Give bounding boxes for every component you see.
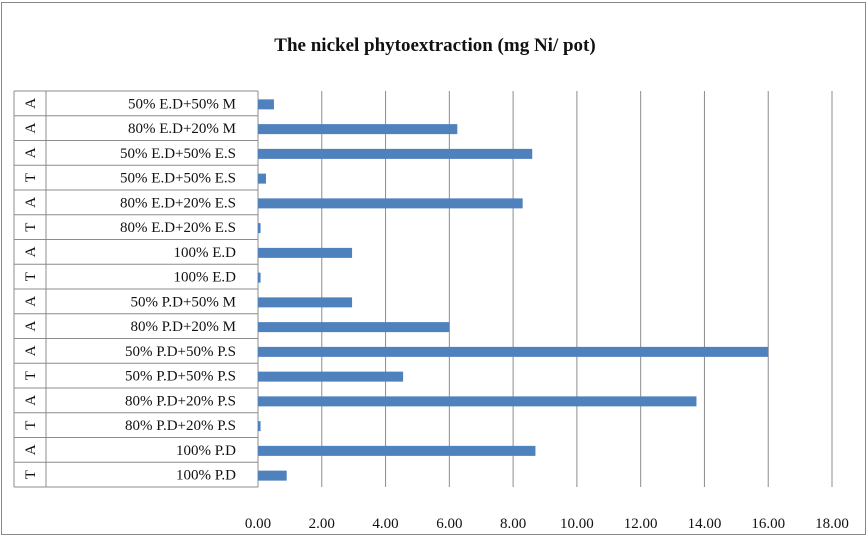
bar bbox=[258, 371, 404, 382]
category-group-label: A bbox=[23, 444, 39, 455]
category-label: 100% P.D bbox=[176, 443, 236, 459]
category-label: 80% P.D+20% P.S bbox=[125, 418, 236, 434]
category-group-label: A bbox=[23, 395, 39, 406]
chart-title: The nickel phytoextraction (mg Ni/ pot) bbox=[274, 35, 595, 56]
category-label: 80% E.D+20% M bbox=[128, 121, 236, 137]
bar bbox=[258, 346, 769, 357]
category-group-label: T bbox=[23, 173, 39, 182]
x-tick-label: 8.00 bbox=[500, 516, 526, 532]
bar bbox=[258, 148, 533, 159]
category-label: 50% E.D+50% M bbox=[128, 96, 236, 112]
category-group-label: T bbox=[23, 470, 39, 479]
x-tick-label: 12.00 bbox=[624, 516, 658, 532]
bar bbox=[258, 173, 266, 184]
category-group-label: A bbox=[23, 321, 39, 332]
category-label: 50% E.D+50% E.S bbox=[120, 171, 236, 187]
bar bbox=[258, 396, 697, 407]
category-group-label: A bbox=[23, 147, 39, 158]
category-label: 80% E.D+20% E.S bbox=[120, 220, 236, 236]
category-label: 80% P.D+20% M bbox=[130, 319, 236, 335]
x-tick-label: 10.00 bbox=[560, 516, 594, 532]
bar bbox=[258, 124, 458, 135]
bar bbox=[258, 297, 353, 308]
category-label: 50% P.D+50% P.S bbox=[125, 344, 236, 360]
category-group-label: T bbox=[23, 223, 39, 232]
category-label: 50% E.D+50% E.S bbox=[120, 146, 236, 162]
category-group-label: T bbox=[23, 272, 39, 281]
category-group-label: A bbox=[23, 197, 39, 208]
category-group-label: T bbox=[23, 421, 39, 430]
category-group-label: A bbox=[23, 123, 39, 134]
bar bbox=[258, 272, 261, 283]
x-tick-label: 18.00 bbox=[815, 516, 849, 532]
bar bbox=[258, 99, 274, 110]
bar bbox=[258, 445, 536, 456]
category-label: 80% E.D+20% E.S bbox=[120, 195, 236, 211]
x-tick-label: 16.00 bbox=[751, 516, 785, 532]
x-tick-label: 6.00 bbox=[436, 516, 462, 532]
category-label: 100% P.D bbox=[176, 468, 236, 484]
bar bbox=[258, 322, 450, 333]
category-group-label: A bbox=[23, 345, 39, 356]
category-label: 100% E.D bbox=[174, 270, 237, 286]
category-group-label: T bbox=[23, 371, 39, 380]
category-group-label: A bbox=[23, 98, 39, 109]
category-label: 50% P.D+50% M bbox=[130, 294, 236, 310]
bar bbox=[258, 421, 261, 432]
bar bbox=[258, 223, 261, 234]
x-tick-label: 0.00 bbox=[245, 516, 271, 532]
bar bbox=[258, 198, 523, 209]
x-tick-label: 4.00 bbox=[372, 516, 398, 532]
category-label: 80% P.D+20% P.S bbox=[125, 393, 236, 409]
category-group-label: A bbox=[23, 246, 39, 257]
x-tick-label: 2.00 bbox=[309, 516, 335, 532]
bar bbox=[258, 470, 287, 481]
category-label: 100% E.D bbox=[174, 245, 237, 261]
bar bbox=[258, 247, 353, 258]
bar-chart: The nickel phytoextraction (mg Ni/ pot) … bbox=[13, 35, 849, 532]
x-tick-label: 14.00 bbox=[688, 516, 722, 532]
category-label: 50% P.D+50% P.S bbox=[125, 369, 236, 385]
category-group-label: A bbox=[23, 296, 39, 307]
